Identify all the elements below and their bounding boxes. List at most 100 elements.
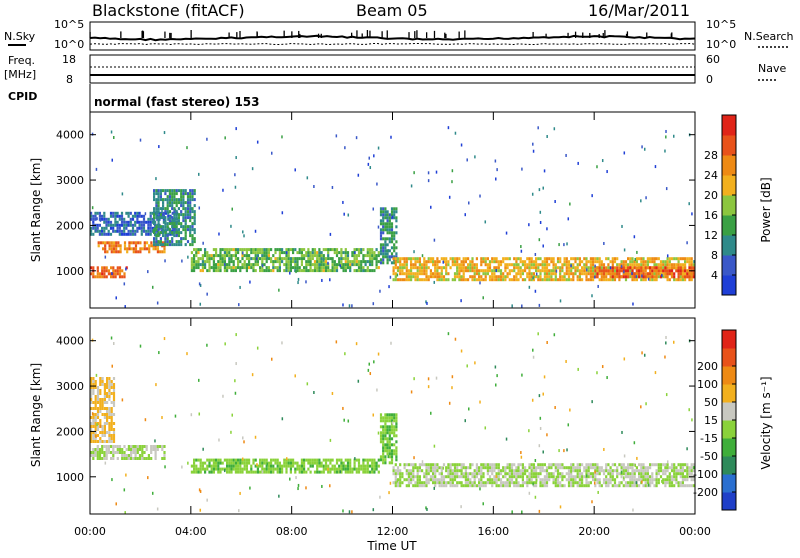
data-cell: [585, 484, 588, 488]
noise-cell: [241, 251, 244, 255]
data-cell: [168, 201, 171, 205]
data-cell: [513, 278, 516, 282]
data-cell: [136, 451, 139, 454]
noise-cell: [95, 167, 98, 171]
data-cell: [99, 389, 102, 392]
data-cell: [620, 260, 623, 264]
data-cell: [644, 275, 647, 279]
data-cell: [134, 451, 137, 454]
data-cell: [432, 472, 435, 476]
noise-cell: [691, 418, 693, 422]
data-cell: [499, 269, 503, 273]
data-cell: [112, 229, 115, 233]
data-cell: [368, 254, 372, 258]
data-cell: [394, 484, 397, 488]
data-cell: [267, 467, 270, 471]
data-cell: [171, 232, 174, 236]
data-cell: [110, 434, 113, 437]
data-cell: [151, 226, 154, 230]
data-cell: [154, 445, 157, 448]
data-cell: [473, 278, 476, 282]
noise-cell: [665, 335, 667, 339]
data-cell: [464, 466, 467, 470]
data-cell: [386, 428, 389, 432]
data-cell: [412, 463, 415, 467]
noise-cell: [645, 196, 647, 200]
noise-cell: [239, 491, 241, 495]
data-cell: [541, 260, 544, 264]
data-cell: [96, 223, 99, 227]
data-cell: [382, 216, 385, 220]
data-cell: [418, 469, 421, 473]
data-cell: [539, 269, 542, 273]
data-cell: [138, 445, 142, 448]
data-cell: [375, 248, 378, 252]
data-cell: [335, 461, 339, 465]
data-cell: [653, 272, 656, 276]
data-cell: [106, 250, 109, 254]
data-cell: [384, 210, 387, 214]
data-cell: [655, 275, 658, 279]
data-cell: [600, 466, 603, 470]
data-cell: [410, 469, 413, 473]
data-cell: [638, 263, 641, 267]
data-cell: [221, 263, 224, 267]
data-cell: [190, 464, 193, 468]
data-cell: [175, 198, 178, 202]
data-cell: [175, 243, 178, 247]
data-cell: [421, 278, 424, 282]
data-cell: [108, 247, 111, 251]
data-cell: [631, 257, 634, 261]
data-cell: [193, 269, 196, 273]
data-cell: [92, 422, 95, 425]
data-cell: [265, 470, 268, 474]
data-cell: [287, 266, 290, 270]
data-cell: [425, 478, 428, 482]
noise-cell: [111, 478, 113, 482]
noise-cell: [591, 294, 593, 298]
noise-cell: [539, 426, 542, 430]
data-cell: [559, 466, 562, 470]
data-cell: [616, 263, 619, 267]
data-cell: [440, 484, 443, 488]
noise-cell: [329, 438, 332, 442]
data-cell: [668, 257, 671, 261]
data-cell: [624, 269, 628, 273]
noise-cell: [342, 509, 344, 513]
data-cell: [600, 269, 603, 273]
data-cell: [493, 463, 496, 467]
data-cell: [638, 478, 641, 482]
data-cell: [515, 469, 518, 473]
data-cell: [436, 463, 439, 467]
data-cell: [90, 217, 93, 221]
data-cell: [475, 266, 478, 270]
data-cell: [561, 278, 564, 282]
noise-cell: [230, 430, 232, 434]
data-cell: [388, 419, 391, 423]
data-cell: [447, 278, 450, 282]
data-cell: [517, 469, 520, 473]
data-cell: [285, 260, 288, 264]
data-cell: [598, 469, 601, 473]
data-cell: [96, 425, 100, 428]
data-cell: [394, 472, 397, 476]
data-cell: [429, 275, 432, 279]
data-cell: [112, 404, 116, 407]
data-cell: [478, 484, 481, 488]
data-cell: [159, 207, 162, 211]
data-cell: [366, 464, 369, 468]
data-cell: [115, 244, 118, 248]
noise-cell: [369, 166, 372, 170]
data-cell: [153, 192, 156, 196]
data-cell: [106, 395, 109, 398]
data-cell: [442, 475, 446, 479]
noise-cell: [313, 185, 315, 189]
data-cell: [147, 226, 150, 230]
noise-cell: [147, 476, 149, 480]
data-cell: [159, 225, 162, 229]
noise-cell: [460, 143, 463, 147]
data-cell: [670, 272, 674, 276]
data-cell: [480, 481, 483, 485]
data-cell: [572, 481, 575, 485]
data-cell: [532, 275, 535, 279]
